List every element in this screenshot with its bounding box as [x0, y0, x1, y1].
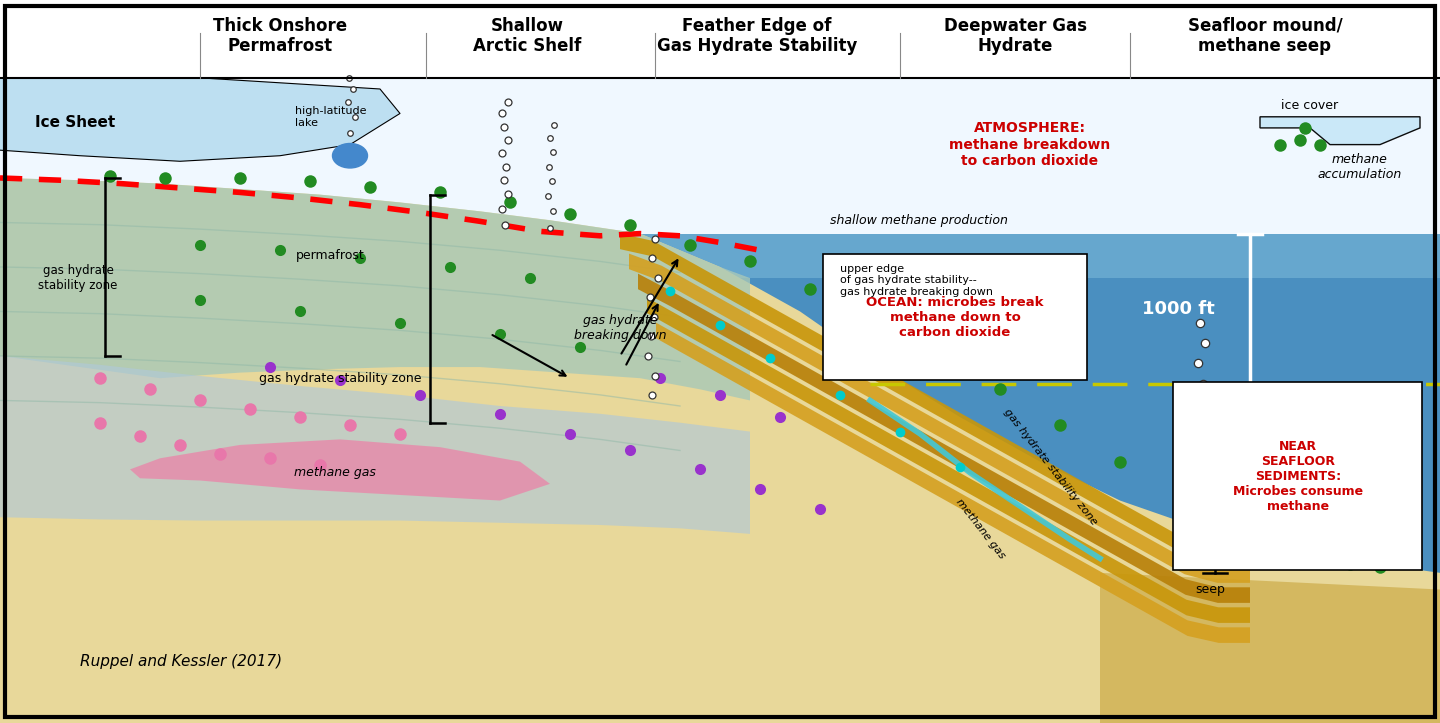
Polygon shape — [0, 178, 1440, 723]
Polygon shape — [1260, 117, 1420, 145]
Text: ATMOSPHERE:
methane breakdown
to carbon dioxide: ATMOSPHERE: methane breakdown to carbon … — [949, 121, 1110, 168]
Polygon shape — [130, 440, 550, 500]
Text: Seafloor mound/
methane seep: Seafloor mound/ methane seep — [1188, 17, 1342, 56]
Text: high-latitude
lake: high-latitude lake — [295, 106, 367, 127]
Polygon shape — [639, 234, 1440, 723]
Text: 1000 ft: 1000 ft — [1142, 300, 1215, 318]
Text: Ruppel and Kessler (2017): Ruppel and Kessler (2017) — [81, 654, 282, 669]
Text: upper edge
of gas hydrate stability--
gas hydrate breaking down: upper edge of gas hydrate stability-- ga… — [840, 264, 994, 297]
Text: Deepwater Gas
Hydrate: Deepwater Gas Hydrate — [943, 17, 1087, 56]
Text: gas hydrate stability zone: gas hydrate stability zone — [1001, 407, 1099, 527]
Text: methane
accumulation: methane accumulation — [1318, 153, 1403, 181]
Text: NEAR
SEAFLOOR
SEDIMENTS:
Microbes consume
methane: NEAR SEAFLOOR SEDIMENTS: Microbes consum… — [1233, 440, 1364, 513]
Text: Feather Edge of
Gas Hydrate Stability: Feather Edge of Gas Hydrate Stability — [657, 17, 857, 56]
Text: ice cover: ice cover — [1282, 99, 1339, 112]
FancyBboxPatch shape — [1174, 382, 1423, 570]
Polygon shape — [0, 356, 750, 534]
Text: seep: seep — [1195, 583, 1225, 596]
Text: shallow methane production: shallow methane production — [829, 214, 1008, 227]
Polygon shape — [1100, 573, 1440, 723]
Polygon shape — [621, 234, 1250, 562]
Text: Shallow
Arctic Shelf: Shallow Arctic Shelf — [472, 17, 582, 56]
Polygon shape — [647, 298, 1250, 623]
Ellipse shape — [333, 143, 367, 168]
Polygon shape — [639, 234, 1440, 278]
Polygon shape — [0, 78, 400, 161]
Text: methane gas: methane gas — [294, 466, 376, 479]
Text: methane gas: methane gas — [953, 497, 1007, 560]
Text: permafrost: permafrost — [295, 249, 364, 262]
FancyBboxPatch shape — [824, 254, 1087, 380]
Text: gas hydrate stability zone: gas hydrate stability zone — [259, 372, 422, 385]
Text: OCEAN: microbes break
methane down to
carbon dioxide: OCEAN: microbes break methane down to ca… — [867, 296, 1044, 338]
Polygon shape — [0, 178, 750, 401]
Text: Thick Onshore
Permafrost: Thick Onshore Permafrost — [213, 17, 347, 56]
Text: gas hydrate
stability zone: gas hydrate stability zone — [39, 264, 118, 292]
Polygon shape — [0, 78, 1440, 723]
Polygon shape — [638, 273, 1250, 603]
Polygon shape — [629, 254, 1250, 583]
Polygon shape — [657, 322, 1250, 643]
Text: gas hydrate
breaking down: gas hydrate breaking down — [573, 314, 667, 342]
Polygon shape — [0, 0, 1440, 78]
Text: Ice Sheet: Ice Sheet — [35, 115, 115, 130]
